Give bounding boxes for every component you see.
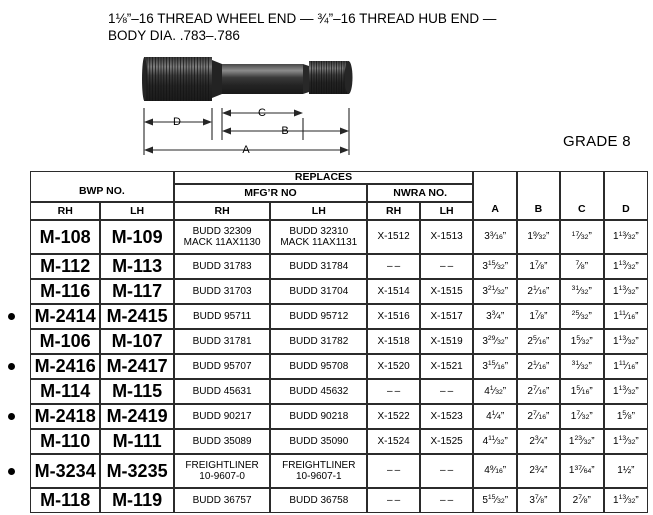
svg-text:B: B — [281, 125, 288, 137]
svg-text:C: C — [258, 107, 266, 119]
svg-text:A: A — [242, 144, 250, 156]
svg-text:D: D — [173, 116, 181, 128]
